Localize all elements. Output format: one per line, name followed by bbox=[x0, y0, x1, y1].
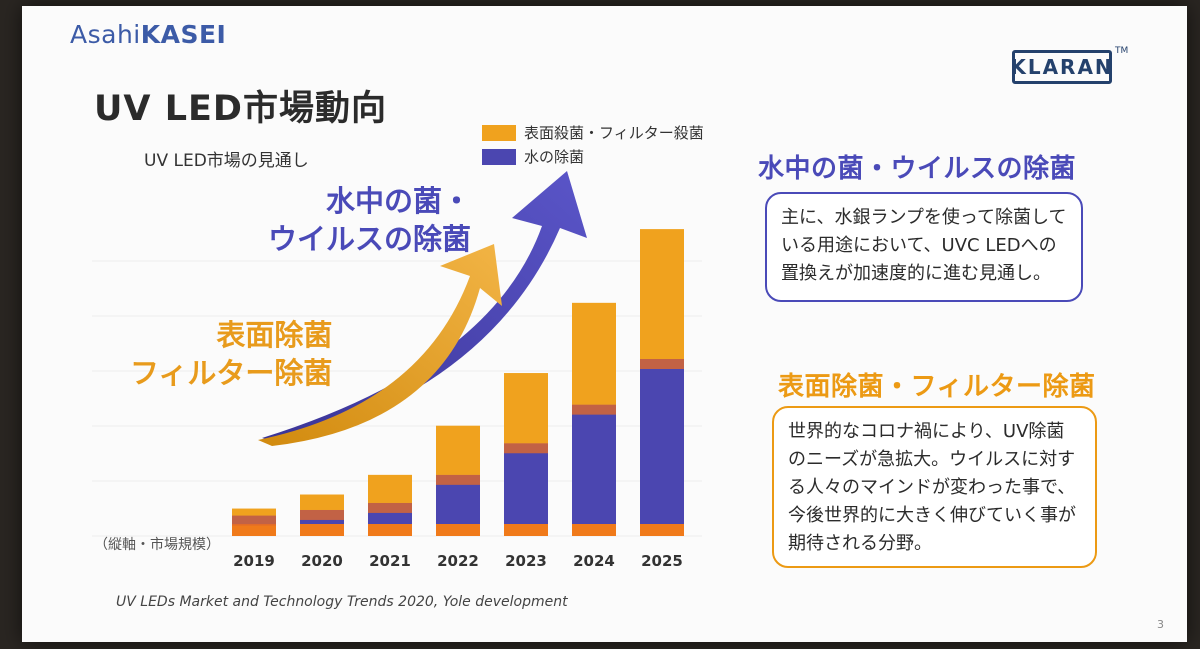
surface-arrow-label: 表面除菌 フィルター除菌 bbox=[130, 316, 332, 392]
bar-base-segment bbox=[504, 524, 548, 536]
bar-base-segment bbox=[300, 524, 344, 536]
water-panel-line: 置換えが加速度的に進む見通し。 bbox=[781, 263, 1051, 284]
bar-surface bbox=[232, 508, 276, 516]
y-axis-note: （縦軸・市場規模） bbox=[94, 537, 220, 553]
bar-surface bbox=[572, 302, 616, 405]
water-arrow-label-line1: 水中の菌・ bbox=[326, 184, 472, 218]
water-panel-box: 主に、水銀ランプを使って除菌して いる用途において、UVC LEDへの 置換えが… bbox=[765, 192, 1083, 302]
surface-panel-line: のニーズが急拡大。ウイルスに対す bbox=[788, 449, 1076, 470]
water-panel-heading: 水中の菌・ウイルスの除菌 bbox=[758, 154, 1077, 184]
slide: AsahiKASEI KLARAN TM UV LED市場動向 UV LED市場… bbox=[22, 6, 1187, 642]
chart-title: UV LED市場の見通し bbox=[144, 151, 309, 171]
bar-surface bbox=[300, 494, 344, 510]
chart-legend: 表面殺菌・フィルター殺菌 水の除菌 bbox=[482, 122, 704, 170]
water-arrow-label-line2: ウイルスの除菌 bbox=[268, 222, 472, 256]
surface-arrow-label-line2: フィルター除菌 bbox=[130, 356, 333, 390]
bar-surface bbox=[436, 425, 480, 475]
surface-panel-line: 世界的なコロナ禍により、UV除菌 bbox=[788, 421, 1065, 442]
surface-panel-line: る人々のマインドが変わった事で、 bbox=[788, 477, 1076, 498]
asahi-kasei-logo: AsahiKASEI bbox=[70, 20, 226, 49]
legend-swatch-water bbox=[482, 148, 516, 165]
bar-water bbox=[572, 404, 616, 524]
surface-arrow-label-line1: 表面除菌 bbox=[216, 318, 333, 352]
bar-base-segment bbox=[572, 524, 616, 536]
bar-base-segment bbox=[232, 524, 276, 536]
bar-water bbox=[640, 359, 684, 524]
bar-surface bbox=[368, 474, 412, 503]
bar-surface bbox=[640, 229, 684, 359]
legend-swatch-surface bbox=[482, 124, 516, 141]
legend-label-surface: 表面殺菌・フィルター殺菌 bbox=[524, 124, 704, 142]
legend-label-water: 水の除菌 bbox=[524, 148, 585, 166]
x-tick-label: 2025 bbox=[641, 552, 683, 570]
surface-growth-arrow bbox=[258, 244, 502, 446]
surface-panel-line: 今後世界的に大きく伸びていく事が bbox=[788, 505, 1076, 526]
bar-base-segment bbox=[436, 524, 480, 536]
legend-item-surface: 表面殺菌・フィルター殺菌 bbox=[482, 122, 704, 143]
page-number: 3 bbox=[1157, 618, 1164, 631]
trademark-mark: TM bbox=[1115, 46, 1129, 56]
surface-panel-box: 世界的なコロナ禍により、UV除菌 のニーズが急拡大。ウイルスに対す る人々のマイ… bbox=[772, 406, 1097, 568]
page-title: UV LED市場動向 bbox=[94, 89, 387, 129]
x-tick-label: 2021 bbox=[369, 552, 411, 570]
logo-suffix: KASEI bbox=[140, 20, 227, 49]
surface-panel-heading: 表面除菌・フィルター除菌 bbox=[778, 372, 1096, 402]
surface-panel-line: 期待される分野。 bbox=[788, 533, 932, 554]
bar-base-segment bbox=[368, 524, 412, 536]
water-growth-arrow bbox=[262, 171, 587, 444]
x-tick-label: 2024 bbox=[573, 552, 615, 570]
legend-item-water: 水の除菌 bbox=[482, 146, 704, 167]
bar-base-segment bbox=[640, 524, 684, 536]
source-citation: UV LEDs Market and Technology Trends 202… bbox=[116, 594, 568, 610]
klaran-logo: KLARAN bbox=[1010, 50, 1112, 84]
x-tick-label: 2022 bbox=[437, 552, 479, 570]
water-arrow-label: 水中の菌・ ウイルスの除菌 bbox=[268, 182, 471, 258]
bar-surface bbox=[504, 373, 548, 444]
x-tick-label: 2019 bbox=[233, 552, 275, 570]
bar-water bbox=[504, 443, 548, 524]
x-tick-label: 2020 bbox=[301, 552, 343, 570]
water-panel-line: いる用途において、UVC LEDへの bbox=[781, 235, 1057, 256]
bar-chart: 2019 2020 2021 2022 2023 2024 2025 bbox=[92, 171, 702, 570]
water-panel-line: 主に、水銀ランプを使って除菌して bbox=[781, 207, 1067, 228]
logo-prefix: Asahi bbox=[70, 20, 141, 49]
x-tick-label: 2023 bbox=[505, 552, 547, 570]
